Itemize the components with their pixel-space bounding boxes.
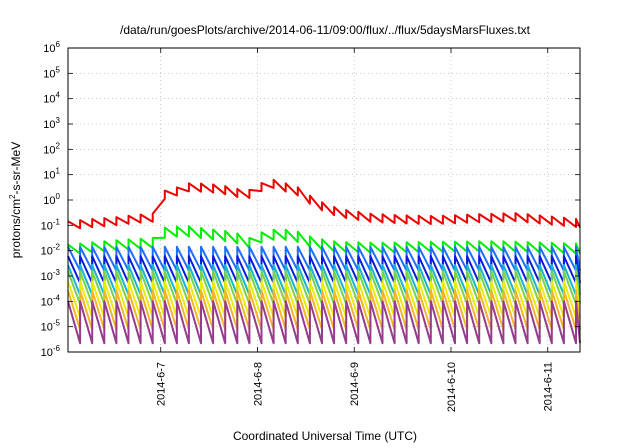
flux-series-line <box>67 255 581 284</box>
chart-title: /data/run/goesPlots/archive/2014-06-11/0… <box>120 23 531 37</box>
y-tick-label: 10-5 <box>41 319 61 334</box>
y-tick-label: 102 <box>43 141 60 156</box>
y-tick-label: 106 <box>43 40 60 55</box>
y-tick-label: 100 <box>43 192 60 207</box>
flux-series-line <box>67 225 581 255</box>
x-tick-label: 2014-6-8 <box>252 362 264 406</box>
flux-series-line <box>67 300 581 345</box>
x-tick-label: 2014-6-10 <box>446 362 458 412</box>
flux-series-line <box>67 245 581 272</box>
flux-series-line <box>67 289 581 331</box>
flux-series-line <box>67 270 581 305</box>
y-axis-label: protons/cm2-s-sr-MeV <box>8 142 23 258</box>
y-tick-label: 10-4 <box>41 293 61 308</box>
y-tick-label: 10-2 <box>41 243 61 258</box>
x-tick-label: 2014-6-11 <box>543 362 555 411</box>
y-tick-label: 10-3 <box>41 268 61 283</box>
y-tick-label: 105 <box>43 65 60 80</box>
y-tick-label: 104 <box>43 91 60 106</box>
x-axis-label: Coordinated Universal Time (UTC) <box>233 429 417 443</box>
series-layer <box>67 178 581 345</box>
x-axis-ticks: 2014-6-7 2014-6-8 2014-6-9 2014-6-10 2014-6-… <box>156 48 555 412</box>
flux-series-line <box>67 264 581 296</box>
y-tick-label: 10-6 <box>41 344 61 359</box>
y-axis-ticks: 10-6 10-5 10-4 10-3 10-2 10-1 100 101 102 103 104 1… <box>41 40 580 359</box>
y-tick-label: 10-1 <box>41 217 61 232</box>
flux-series-line <box>67 280 581 319</box>
x-tick-label: 2014-6-7 <box>156 362 168 406</box>
x-tick-label: 2014-6-9 <box>349 362 361 406</box>
y-tick-label: 101 <box>43 167 60 182</box>
y-tick-label: 103 <box>43 116 60 131</box>
flux-series-line <box>67 178 581 230</box>
